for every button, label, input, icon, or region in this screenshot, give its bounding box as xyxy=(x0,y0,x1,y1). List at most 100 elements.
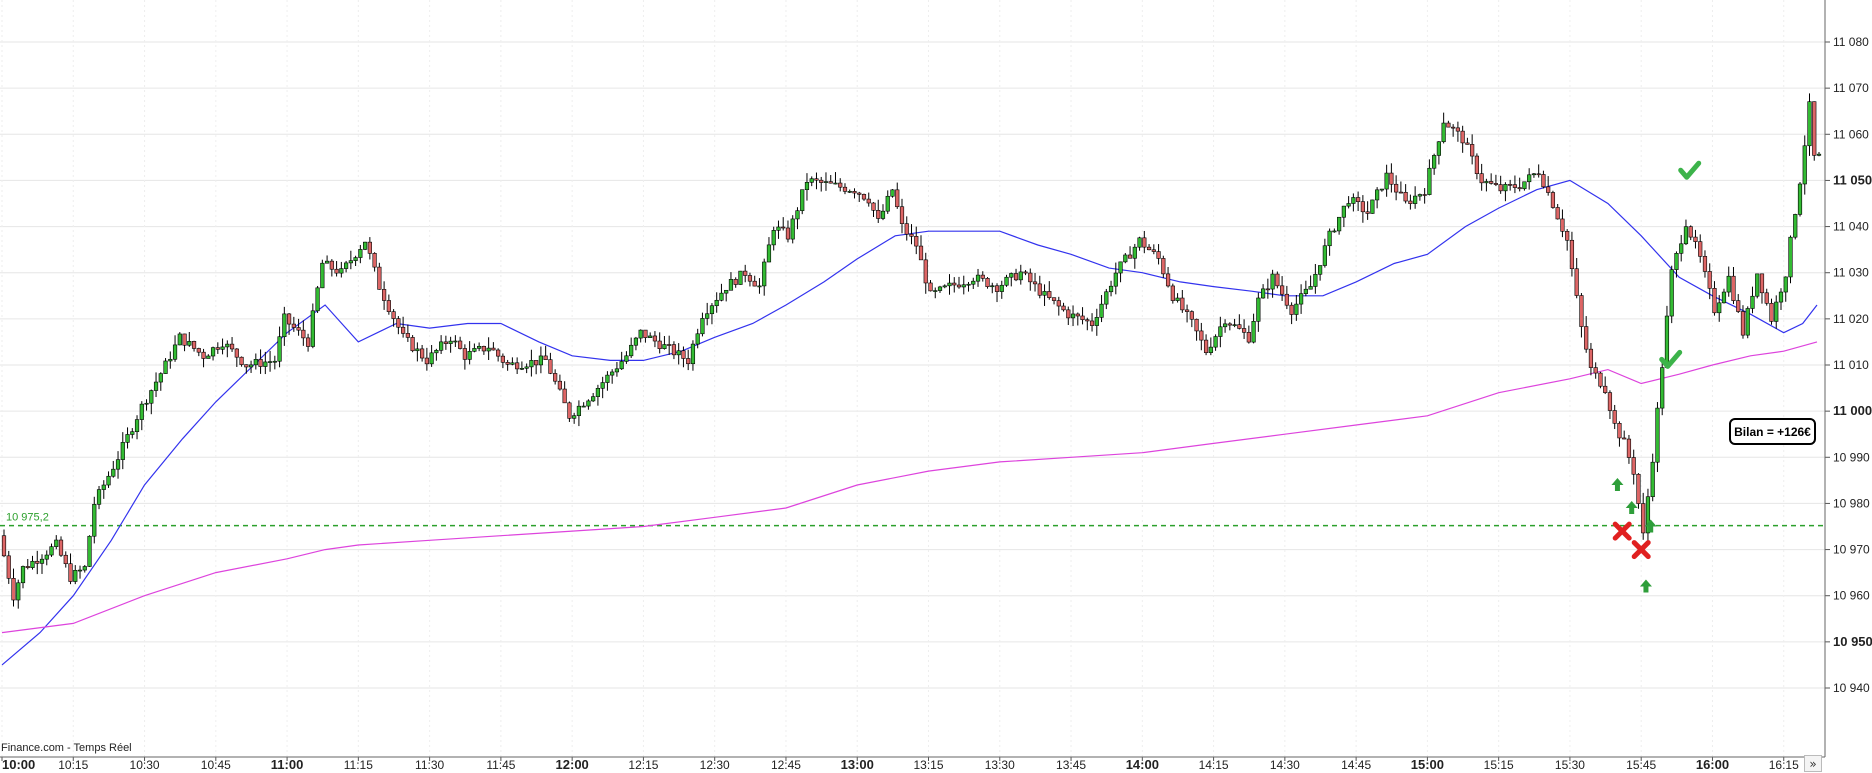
candle-body xyxy=(477,345,482,349)
candle-body xyxy=(1569,239,1575,270)
candle xyxy=(343,260,349,273)
candle xyxy=(548,352,553,375)
candle xyxy=(1108,280,1114,297)
candle-body xyxy=(1132,246,1137,259)
candle-body xyxy=(994,285,1000,292)
candle xyxy=(529,349,534,377)
scroll-right-button[interactable]: » xyxy=(1804,755,1822,772)
candle xyxy=(1560,209,1565,238)
candle xyxy=(871,202,876,217)
candle-body xyxy=(206,355,211,359)
candle xyxy=(657,332,662,354)
candle-body xyxy=(362,241,368,250)
candle-body xyxy=(956,284,962,288)
candle-body xyxy=(1617,423,1622,439)
candle xyxy=(1137,236,1142,251)
candle xyxy=(1289,302,1294,325)
candle xyxy=(1432,153,1437,175)
candle-body xyxy=(120,442,125,460)
candle-body xyxy=(1541,174,1546,188)
candle xyxy=(928,280,933,292)
candle-body xyxy=(405,333,410,338)
y-tick-label: 11 010 xyxy=(1833,358,1869,372)
candle xyxy=(1004,274,1009,287)
candle-body xyxy=(1218,326,1223,337)
candle-body xyxy=(1778,291,1784,303)
candle xyxy=(809,176,814,187)
candle-body xyxy=(852,191,857,194)
candle-body xyxy=(652,335,658,342)
candle-body xyxy=(481,345,486,352)
candle-body xyxy=(1512,184,1518,188)
candle xyxy=(1094,308,1099,336)
candle xyxy=(106,471,111,488)
candle xyxy=(1422,188,1427,204)
candle-body xyxy=(11,578,16,601)
candle-body xyxy=(334,268,339,274)
candle xyxy=(595,384,601,406)
candle-body xyxy=(1118,261,1123,274)
y-tick-label: 10 970 xyxy=(1833,543,1870,557)
candle-body xyxy=(1018,271,1023,281)
candle xyxy=(1066,306,1071,326)
candle-body xyxy=(1622,437,1627,440)
candle xyxy=(1237,314,1242,330)
cross-stroke xyxy=(1631,540,1651,560)
buy-arrow-icon xyxy=(1611,477,1624,491)
candle-body xyxy=(253,359,258,366)
candle-body xyxy=(1788,236,1793,278)
candle xyxy=(1541,170,1546,189)
candle-body xyxy=(733,279,738,285)
candle-body xyxy=(1070,313,1076,319)
x-tick-label: 13:30 xyxy=(985,758,1015,772)
candle xyxy=(1061,302,1066,312)
candle-body xyxy=(115,459,121,470)
candle-body xyxy=(1432,155,1437,169)
candle xyxy=(324,255,330,264)
candle xyxy=(1736,294,1741,314)
candle-body xyxy=(234,348,239,358)
candle-body xyxy=(714,299,719,307)
candle xyxy=(1451,124,1456,137)
candle-body xyxy=(1265,288,1270,291)
candle-body xyxy=(491,347,496,351)
candle xyxy=(58,536,64,557)
candle xyxy=(1588,342,1594,376)
candle-body xyxy=(1531,173,1537,176)
candle xyxy=(1764,288,1769,306)
bilan-label: Bilan = +126€ xyxy=(1734,424,1811,439)
candle-body xyxy=(196,348,201,353)
candle xyxy=(776,220,781,239)
candle xyxy=(1194,318,1199,341)
x-tick-label: 12:15 xyxy=(628,758,658,772)
candle-body xyxy=(595,388,601,397)
candle xyxy=(182,333,187,352)
candle xyxy=(20,565,26,589)
candle xyxy=(766,237,772,263)
candle-body xyxy=(1550,192,1556,208)
candle-body xyxy=(1232,324,1237,326)
y-tick-label: 11 050 xyxy=(1833,172,1872,187)
candle-body xyxy=(1384,172,1389,190)
candle-body xyxy=(1032,281,1038,285)
candle-body xyxy=(1655,407,1660,463)
candle xyxy=(1755,273,1760,299)
candle xyxy=(1332,228,1337,233)
candle xyxy=(1631,449,1636,485)
candle-body xyxy=(686,358,691,365)
candle xyxy=(610,369,615,384)
candle xyxy=(1009,272,1014,287)
candle-body xyxy=(439,341,444,351)
candle-body xyxy=(971,280,976,285)
candle-body xyxy=(795,210,800,220)
candle-body xyxy=(1717,302,1722,314)
candle xyxy=(1717,295,1722,322)
candle-body xyxy=(1408,200,1413,204)
candle xyxy=(686,349,691,371)
candle xyxy=(120,432,125,470)
x-tick-label: 12:30 xyxy=(700,758,730,772)
candle xyxy=(472,343,477,353)
candle-body xyxy=(1037,283,1042,296)
candle-body xyxy=(1170,285,1175,301)
